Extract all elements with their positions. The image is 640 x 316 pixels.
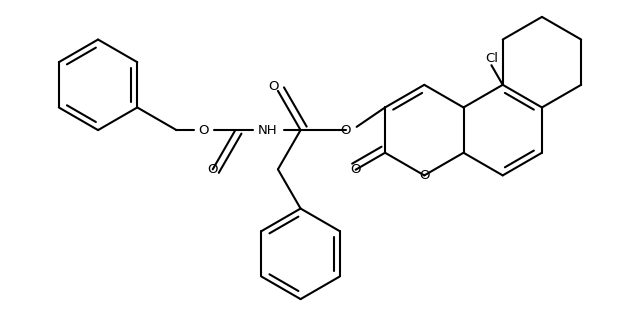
Text: O: O [351, 163, 361, 176]
Text: O: O [340, 124, 351, 137]
Text: O: O [207, 163, 218, 176]
Text: O: O [419, 169, 429, 182]
Text: O: O [198, 124, 209, 137]
Text: O: O [268, 80, 279, 93]
Text: NH: NH [258, 124, 278, 137]
Text: Cl: Cl [485, 52, 498, 65]
